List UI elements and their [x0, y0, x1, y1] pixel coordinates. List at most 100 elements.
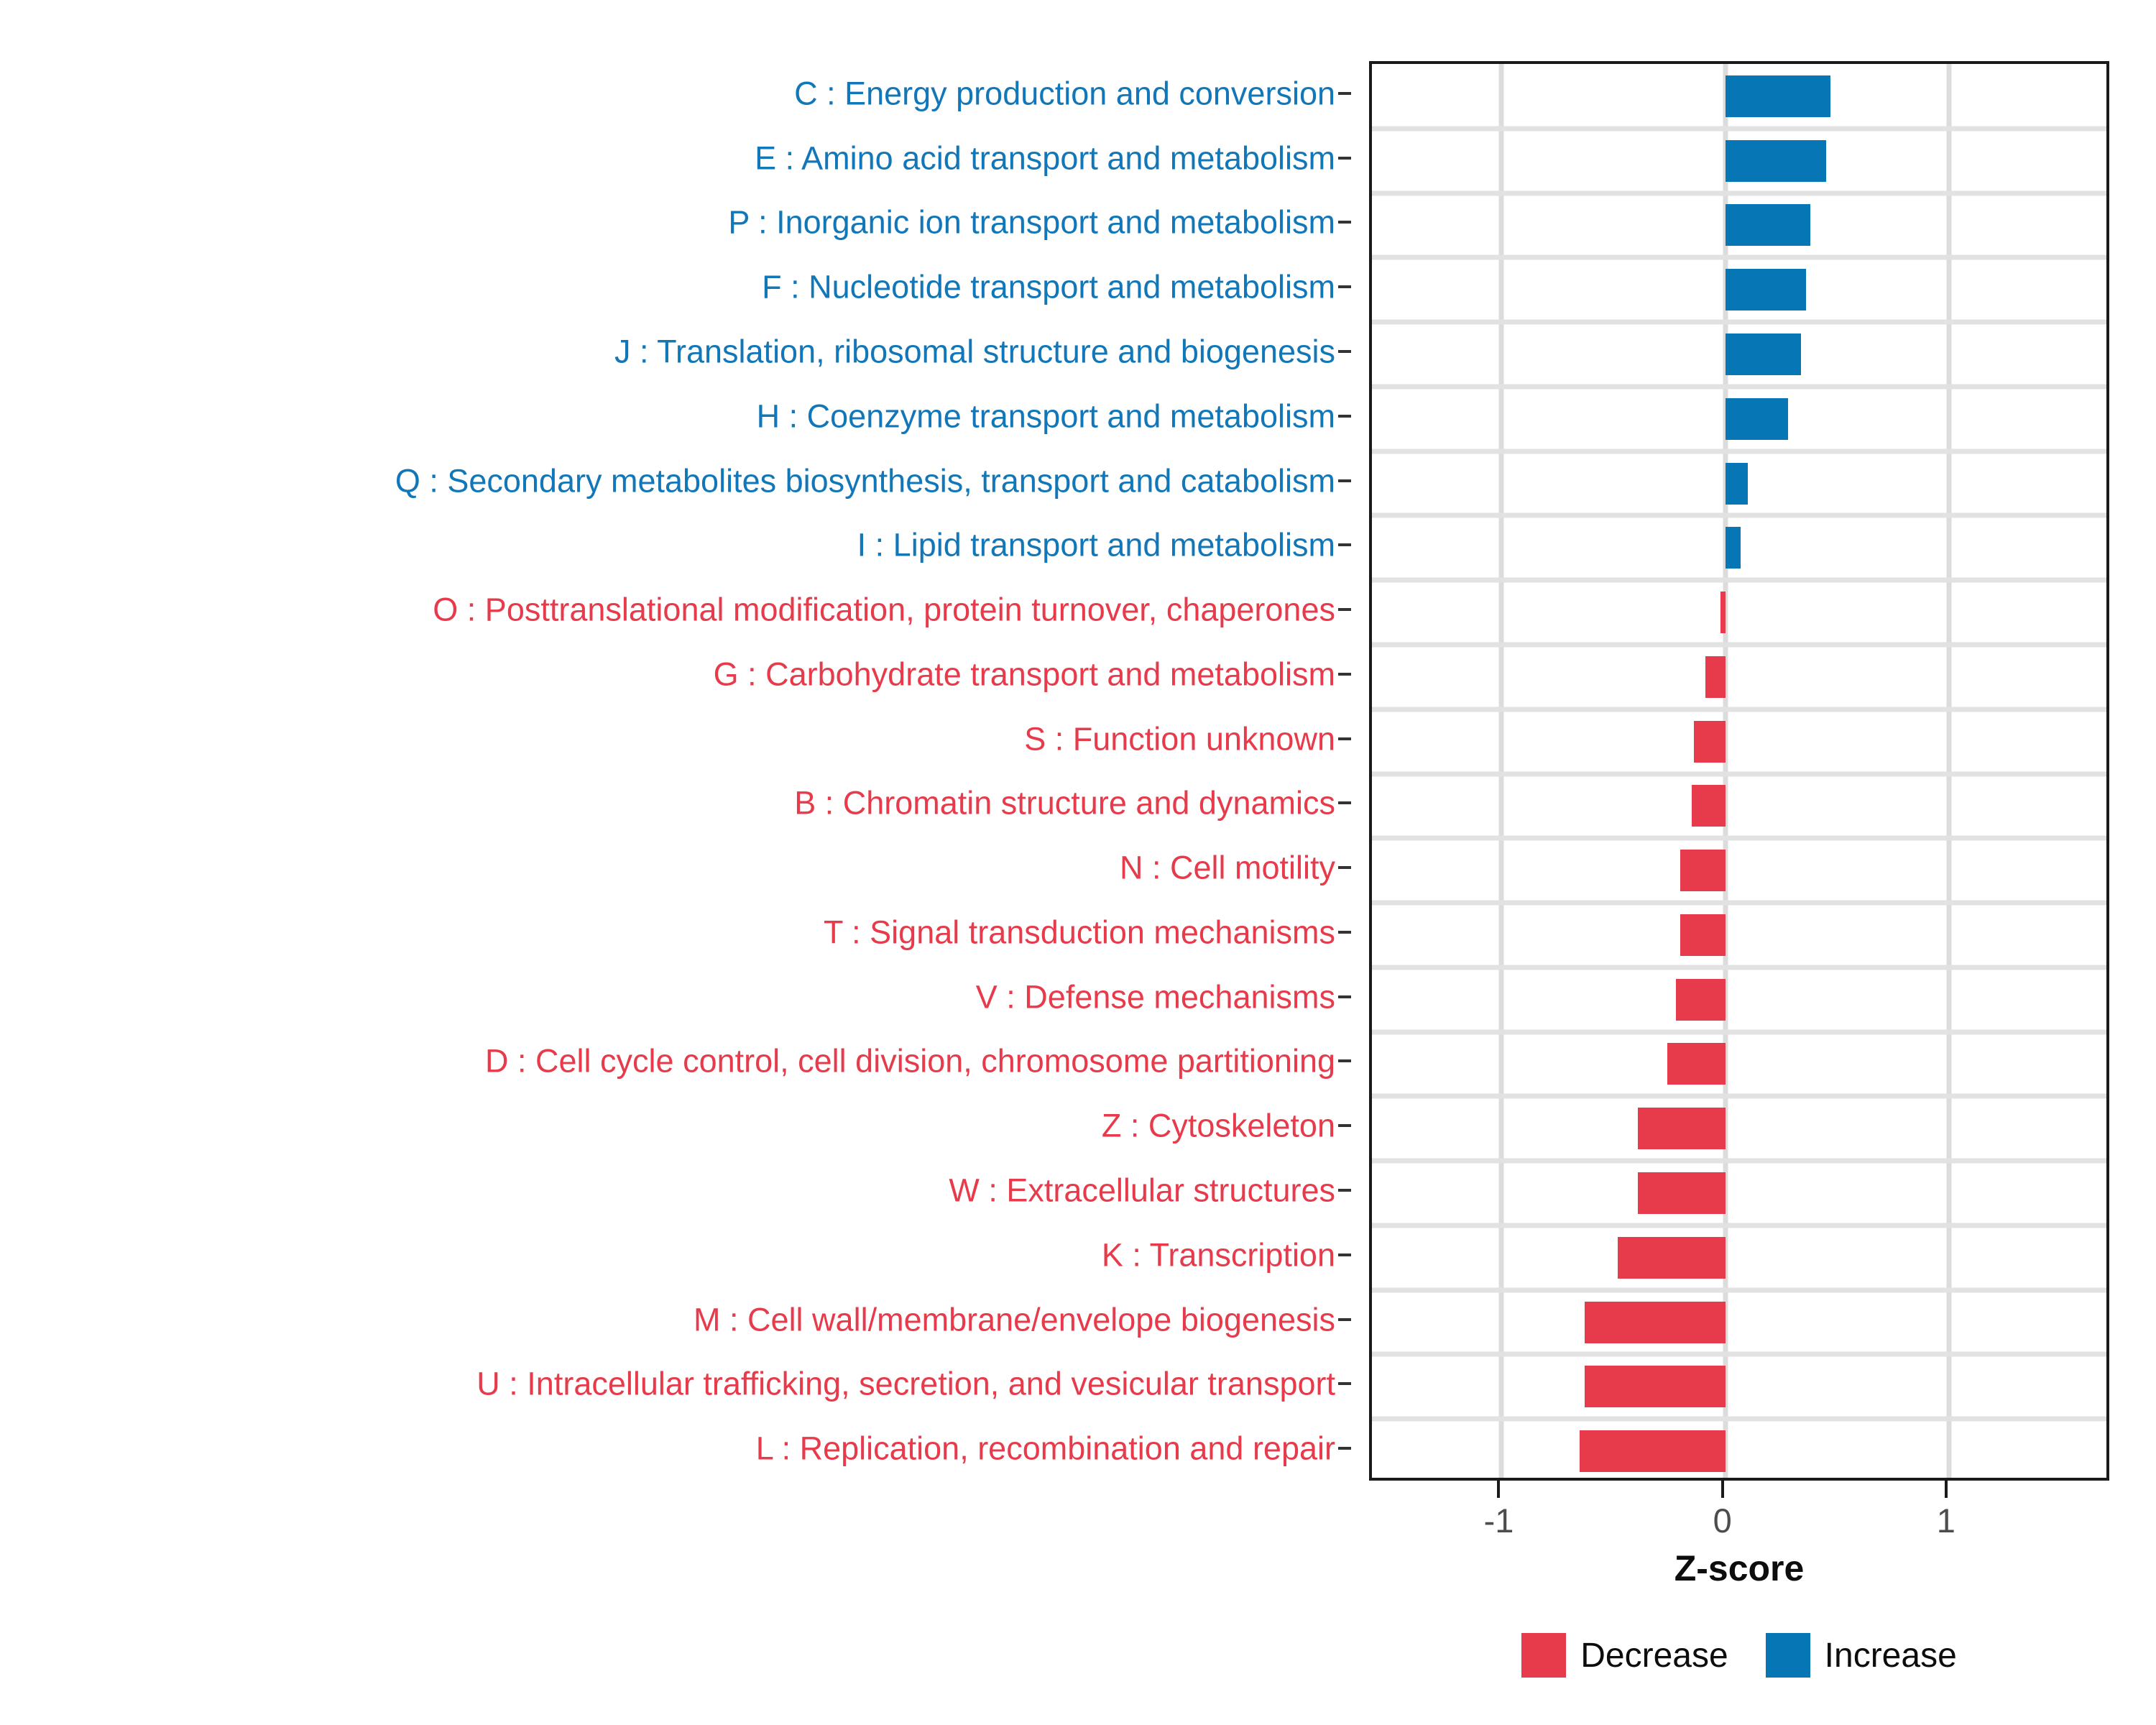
- horizontal-gridline: [1372, 900, 2106, 906]
- category-label: C : Energy production and conversion: [794, 75, 1335, 112]
- y-axis-tick: [1338, 608, 1351, 612]
- horizontal-gridline: [1372, 577, 2106, 583]
- legend-label-decrease: Decrease: [1580, 1636, 1728, 1675]
- horizontal-gridline: [1372, 1416, 2106, 1422]
- category-label: J : Translation, ribosomal structure and…: [614, 333, 1335, 370]
- legend-swatch-increase: [1765, 1633, 1810, 1678]
- y-axis-tick: [1338, 1317, 1351, 1321]
- horizontal-gridline: [1372, 254, 2106, 260]
- y-axis-tick: [1338, 1124, 1351, 1128]
- category-label: G : Carbohydrate transport and metabolis…: [713, 656, 1335, 693]
- bar-layer: [1372, 64, 2106, 1478]
- horizontal-gridline: [1372, 1093, 2106, 1099]
- category-label: Q : Secondary metabolites biosynthesis, …: [395, 462, 1335, 500]
- bar: [1725, 527, 1741, 569]
- y-axis-tick: [1338, 672, 1351, 676]
- category-label: W : Extracellular structures: [949, 1172, 1335, 1209]
- category-label: K : Transcription: [1101, 1236, 1335, 1274]
- horizontal-gridline: [1372, 771, 2106, 776]
- bar: [1638, 1108, 1726, 1150]
- horizontal-gridline: [1372, 512, 2106, 518]
- category-label: D : Cell cycle control, cell division, c…: [485, 1042, 1335, 1080]
- y-axis-tick: [1338, 801, 1351, 805]
- horizontal-gridline: [1372, 965, 2106, 970]
- category-label: T : Signal transduction mechanisms: [823, 914, 1335, 951]
- category-label: Z : Cytoskeleton: [1101, 1107, 1335, 1144]
- category-label: L : Replication, recombination and repai…: [755, 1430, 1335, 1467]
- horizontal-gridline: [1372, 1351, 2106, 1357]
- bar: [1691, 785, 1726, 827]
- x-axis-tick: [1720, 1481, 1724, 1498]
- x-axis-tick-label: 1: [1936, 1501, 1955, 1540]
- y-axis-tick: [1338, 1189, 1351, 1192]
- x-axis-tick-label: 0: [1713, 1501, 1732, 1540]
- category-label: F : Nucleotide transport and metabolism: [762, 268, 1335, 305]
- bar: [1725, 462, 1748, 505]
- horizontal-gridline: [1372, 384, 2106, 390]
- y-axis-tick: [1338, 866, 1351, 870]
- bar: [1584, 1301, 1726, 1343]
- horizontal-gridline: [1372, 1158, 2106, 1164]
- y-axis-tick: [1338, 156, 1351, 160]
- x-axis-tick: [1497, 1481, 1501, 1498]
- bar: [1584, 1366, 1726, 1408]
- y-axis-tick: [1338, 1382, 1351, 1386]
- category-label: U : Intracellular trafficking, secretion…: [476, 1365, 1335, 1402]
- bar: [1667, 1043, 1726, 1085]
- category-label-column: C : Energy production and conversion E : …: [0, 61, 1351, 1481]
- vertical-gridline: [1946, 64, 1952, 1478]
- y-axis-tick: [1338, 543, 1351, 547]
- legend-swatch-decrease: [1521, 1633, 1567, 1678]
- category-label: V : Defense mechanisms: [975, 978, 1335, 1016]
- legend-label-increase: Increase: [1824, 1636, 1957, 1675]
- bar: [1680, 914, 1726, 956]
- category-label: H : Coenzyme transport and metabolism: [756, 397, 1335, 435]
- x-axis-tick: [1944, 1481, 1948, 1498]
- y-axis-tick: [1338, 1447, 1351, 1450]
- bar: [1580, 1430, 1726, 1473]
- category-label: M : Cell wall/membrane/envelope biogenes…: [694, 1301, 1335, 1338]
- y-axis-tick: [1338, 414, 1351, 418]
- bar: [1676, 978, 1726, 1021]
- horizontal-gridline: [1372, 642, 2106, 648]
- category-label: B : Chromatin structure and dynamics: [794, 784, 1335, 822]
- vertical-gridline: [1498, 64, 1504, 1478]
- horizontal-gridline: [1372, 1029, 2106, 1035]
- y-axis-tick: [1338, 1253, 1351, 1256]
- category-label: E : Amino acid transport and metabolism: [755, 139, 1335, 177]
- horizontal-gridline: [1372, 126, 2106, 132]
- horizontal-gridline: [1372, 1223, 2106, 1228]
- category-label: P : Inorganic ion transport and metaboli…: [728, 203, 1335, 241]
- grid-layer: [1372, 64, 2106, 1478]
- plot-panel: [1369, 61, 2109, 1481]
- bar: [1680, 850, 1726, 892]
- horizontal-gridline: [1372, 319, 2106, 325]
- category-label: N : Cell motility: [1119, 849, 1335, 886]
- category-label: I : Lipid transport and metabolism: [857, 526, 1335, 564]
- y-axis-tick: [1338, 995, 1351, 998]
- legend-item-increase[interactable]: Increase: [1765, 1633, 1957, 1678]
- horizontal-gridline: [1372, 190, 2106, 196]
- y-axis-tick: [1338, 930, 1351, 934]
- y-axis-tick: [1338, 479, 1351, 482]
- category-label: O : Posttranslational modification, prot…: [433, 591, 1335, 628]
- bar: [1725, 139, 1826, 182]
- x-axis-tick-label: -1: [1483, 1501, 1514, 1540]
- horizontal-gridline: [1372, 835, 2106, 841]
- horizontal-gridline: [1372, 707, 2106, 712]
- bar: [1725, 269, 1806, 311]
- y-axis-tick: [1338, 737, 1351, 740]
- bar: [1725, 204, 1810, 247]
- y-axis-tick: [1338, 349, 1351, 353]
- x-axis-title: Z-score: [1674, 1548, 1805, 1588]
- legend-item-decrease[interactable]: Decrease: [1521, 1633, 1728, 1678]
- y-axis-tick: [1338, 91, 1351, 95]
- bar: [1638, 1172, 1726, 1215]
- vertical-gridline: [1723, 64, 1728, 1478]
- bar: [1725, 75, 1830, 117]
- chart-legend: Decrease Increase: [1369, 1633, 2109, 1678]
- y-axis-tick: [1338, 1059, 1351, 1063]
- horizontal-gridline: [1372, 1287, 2106, 1293]
- bar: [1694, 720, 1726, 763]
